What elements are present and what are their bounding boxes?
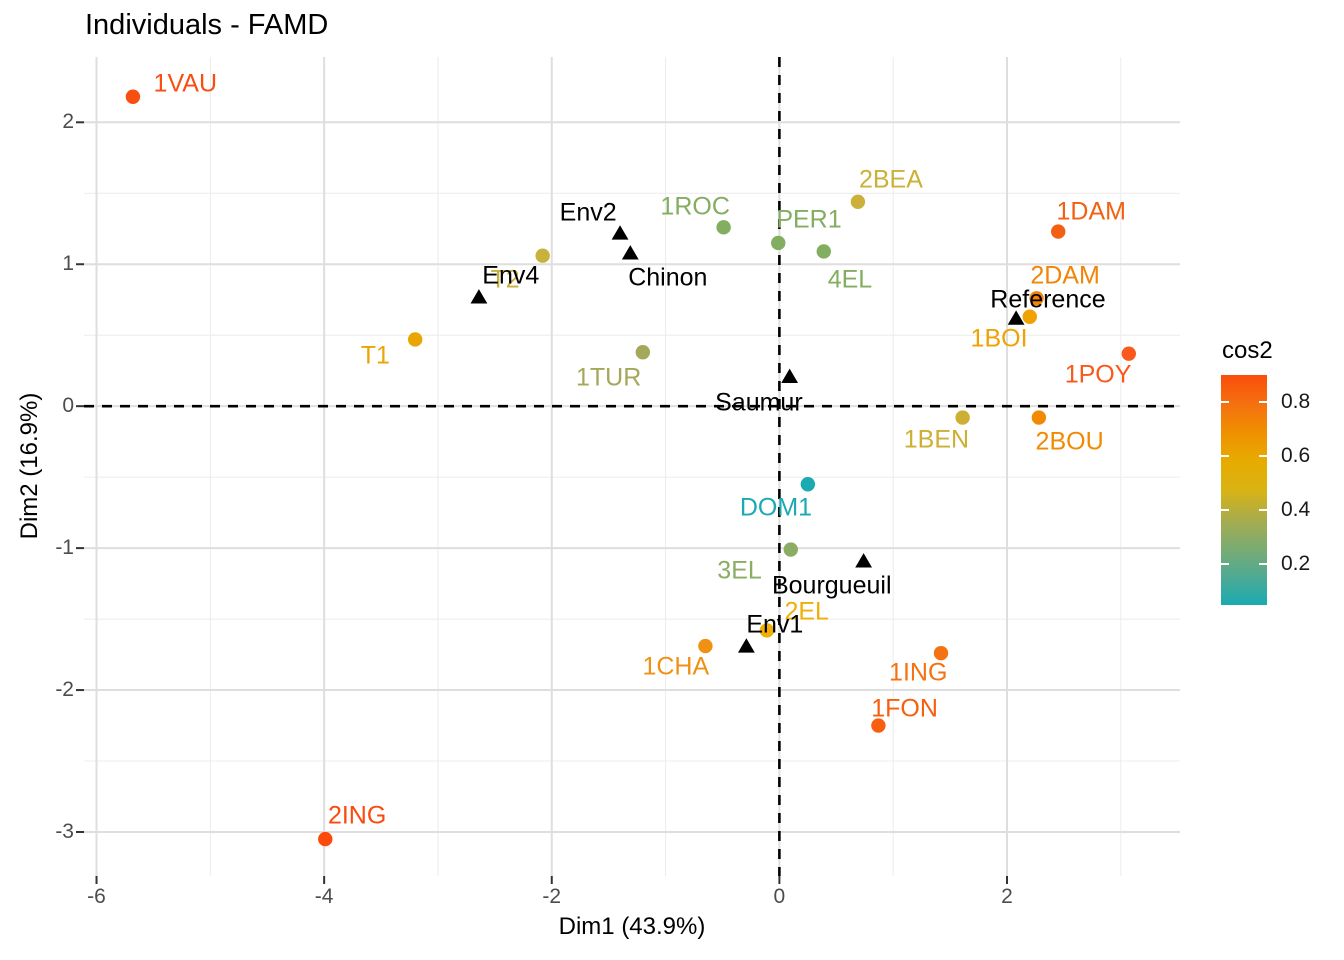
category-point-Env1 xyxy=(737,638,755,653)
point-label-1TUR: 1TUR xyxy=(576,363,642,392)
data-point-1BOI xyxy=(1022,309,1037,324)
category-point-Chinon xyxy=(621,245,639,260)
legend-tickmark xyxy=(1259,563,1267,566)
x-tick-label--4: -4 xyxy=(314,885,334,908)
y-tick-label-2: 2 xyxy=(62,110,74,134)
plot-title: Individuals - FAMD xyxy=(85,9,329,41)
point-label-T2: T2 xyxy=(490,265,520,294)
legend-tickmark xyxy=(1221,455,1229,458)
point-label-2BOU: 2BOU xyxy=(1035,427,1104,456)
y-tick-label-0: 0 xyxy=(62,394,74,418)
data-point-PER1 xyxy=(771,235,786,251)
data-point-1DAM xyxy=(1051,224,1066,239)
data-point-3EL xyxy=(783,542,798,557)
point-label-DOM1: DOM1 xyxy=(739,493,813,522)
category-point-Saumur xyxy=(781,368,799,383)
point-label-3EL: 3EL xyxy=(717,556,762,585)
point-label-T1: T1 xyxy=(360,341,390,370)
data-point-1POY xyxy=(1121,346,1136,361)
x-tick-label-2: 2 xyxy=(1001,885,1013,908)
y-tick-label--3: -3 xyxy=(55,819,74,843)
y-tick-label--2: -2 xyxy=(55,678,74,702)
data-point-2DAM xyxy=(1029,291,1044,306)
point-label-1ING: 1ING xyxy=(889,658,948,687)
category-point-Bourgueuil xyxy=(855,553,873,568)
legend-gradient-bar xyxy=(1221,375,1267,605)
point-label-PER1: PER1 xyxy=(776,205,842,234)
legend-tick-label-0.2: 0.2 xyxy=(1281,552,1311,576)
category-point-Env4 xyxy=(470,289,488,304)
point-label-Saumur: Saumur xyxy=(715,388,803,417)
category-point-Env2 xyxy=(611,225,629,240)
point-label-Env1: Env1 xyxy=(746,610,804,639)
y-axis-title: Dim2 (16.9%) xyxy=(16,392,43,540)
point-label-1VAU: 1VAU xyxy=(153,69,218,98)
legend-tick-label-0.4: 0.4 xyxy=(1281,498,1311,522)
point-label-Bourgueuil: Bourgueuil xyxy=(771,571,892,600)
data-point-4EL xyxy=(816,244,831,259)
x-tick-label--6: -6 xyxy=(87,885,106,908)
category-point-Reference xyxy=(1007,310,1025,325)
data-point-2BOU xyxy=(1031,410,1047,425)
legend-tickmark xyxy=(1259,455,1267,458)
legend-tick-label-0.6: 0.6 xyxy=(1281,444,1311,468)
point-label-1POY: 1POY xyxy=(1064,360,1132,389)
point-label-2ING: 2ING xyxy=(327,801,387,830)
data-point-T2 xyxy=(535,248,550,263)
point-label-2DAM: 2DAM xyxy=(1030,261,1100,290)
point-label-Env4: Env4 xyxy=(482,261,540,290)
legend-tickmark xyxy=(1221,401,1229,404)
data-point-1ING xyxy=(933,645,949,661)
legend-tickmark xyxy=(1259,401,1267,404)
data-point-T1 xyxy=(407,332,423,347)
x-tick-label--2: -2 xyxy=(542,885,562,908)
point-label-Reference: Reference xyxy=(990,285,1106,314)
point-label-2BEA: 2BEA xyxy=(858,165,923,194)
data-point-1ROC xyxy=(716,220,731,235)
legend-tickmark xyxy=(1221,509,1229,512)
x-axis-title: Dim1 (43.9%) xyxy=(558,913,706,940)
data-point-1CHA xyxy=(698,638,713,654)
data-point-DOM1 xyxy=(800,477,816,492)
point-label-1FON: 1FON xyxy=(871,694,938,722)
legend-title: cos2 xyxy=(1222,337,1273,364)
data-point-1VAU xyxy=(125,89,141,104)
point-label-1BEN: 1BEN xyxy=(903,425,970,454)
point-label-Chinon: Chinon xyxy=(628,263,708,292)
data-point-2EL xyxy=(759,623,775,638)
data-point-1TUR xyxy=(635,345,651,360)
point-label-Env2: Env2 xyxy=(559,198,617,227)
point-label-1ROC: 1ROC xyxy=(660,192,730,221)
y-tick-label-1: 1 xyxy=(62,252,74,276)
data-point-2ING xyxy=(318,831,333,847)
data-point-2BEA xyxy=(850,194,866,209)
legend-tick-label-0.8: 0.8 xyxy=(1281,390,1311,414)
point-label-4EL: 4EL xyxy=(827,265,873,294)
point-label-1CHA: 1CHA xyxy=(642,652,710,681)
x-tick-label-0: 0 xyxy=(773,885,786,908)
legend-tickmark xyxy=(1259,509,1267,512)
point-label-1DAM: 1DAM xyxy=(1056,197,1126,226)
data-point-1BEN xyxy=(955,410,970,425)
point-label-1BOI: 1BOI xyxy=(970,324,1028,353)
data-point-1FON xyxy=(871,718,886,733)
point-label-2EL: 2EL xyxy=(784,597,829,626)
y-tick-label--1: -1 xyxy=(55,536,74,560)
legend-tickmark xyxy=(1221,563,1229,566)
